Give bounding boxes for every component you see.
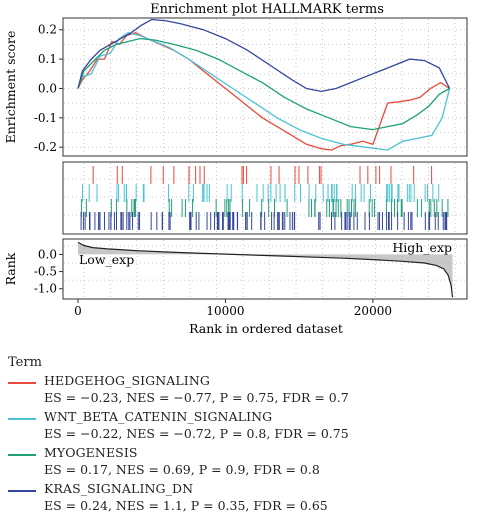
rank-y-ticks: 0.0 -0.5 -1.0 — [34, 247, 63, 296]
x-tick-label: 20000 — [354, 304, 392, 318]
enrichment-panel-frame — [62, 17, 468, 157]
rank-grid — [64, 240, 466, 298]
legend-item-myogenesis: MYOGENESIS ES = 0.17, NES = 0.69, P = 0.… — [8, 445, 470, 481]
x-axis-ticks: 0 10000 20000 — [74, 299, 392, 318]
rank-tick-label: -0.5 — [34, 265, 57, 279]
y-tick-label: 0.0 — [38, 81, 57, 95]
legend-item-kras: KRAS_SIGNALING_DN ES = 0.24, NES = 1.1, … — [8, 481, 470, 517]
legend-key-wnt — [8, 418, 36, 420]
enrichment-grid — [64, 19, 466, 155]
enrichment-y-ticks: 0.2 0.1 0.0 -0.1 -0.2 — [34, 23, 63, 154]
high-exp-annotation: High_exp — [392, 240, 452, 255]
hits-barcode — [80, 166, 449, 230]
y-tick-label: 0.2 — [38, 23, 57, 37]
y-tick-label: -0.1 — [34, 111, 57, 125]
rank-curve — [77, 241, 454, 298]
legend-item-wnt: WNT_BETA_CATENIN_SIGNALING ES = −0.22, N… — [8, 409, 470, 445]
legend-stats-myogenesis: ES = 0.17, NES = 0.69, P = 0.9, FDR = 0.… — [44, 462, 320, 477]
legend-name-kras: KRAS_SIGNALING_DN — [44, 481, 194, 496]
legend-name-hedgehog: HEDGEHOG_SIGNALING — [44, 373, 210, 388]
x-axis-label: Rank in ordered dataset — [189, 321, 343, 336]
y-tick-label: -0.2 — [34, 140, 57, 154]
legend-key-myogenesis — [8, 454, 36, 456]
legend-title: Term — [8, 355, 42, 370]
rank-line — [77, 241, 454, 298]
legend: Term HEDGEHOG_SIGNALING ES = −0.23, NES … — [8, 355, 470, 517]
hits-panel-frame — [62, 161, 468, 235]
low-exp-annotation: Low_exp — [79, 252, 134, 267]
enrichment-y-axis-label: Enrichment score — [3, 31, 18, 144]
legend-name-wnt: WNT_BETA_CATENIN_SIGNALING — [44, 409, 273, 424]
rank-fill — [78, 242, 453, 298]
x-tick-label: 0 — [74, 304, 82, 318]
legend-stats-hedgehog: ES = −0.23, NES = −0.77, P = 0.75, FDR =… — [44, 390, 349, 405]
enrichment-figure: Enrichment plot HALLMARK terms Enrichmen… — [3, 2, 468, 336]
rank-tick-label: 0.0 — [38, 247, 57, 261]
legend-key-kras — [8, 490, 36, 492]
chart-title: Enrichment plot HALLMARK terms — [150, 2, 384, 17]
legend-key-hedgehog — [8, 382, 36, 384]
series-line — [77, 31, 450, 151]
legend-stats-wnt: ES = −0.22, NES = −0.72, P = 0.8, FDR = … — [44, 426, 349, 441]
series-line — [77, 37, 450, 131]
y-tick-label: 0.1 — [38, 52, 57, 66]
legend-stats-kras: ES = 0.24, NES = 1.1, P = 0.35, FDR = 0.… — [44, 498, 328, 513]
series-line — [77, 18, 451, 93]
series-line — [77, 32, 451, 151]
enrichment-lines — [77, 18, 451, 151]
x-tick-label: 10000 — [206, 304, 244, 318]
rank-tick-label: -1.0 — [34, 282, 57, 296]
rank-y-axis-label: Rank — [3, 252, 18, 285]
rank-panel-frame — [62, 238, 468, 300]
legend-name-myogenesis: MYOGENESIS — [44, 445, 138, 460]
legend-item-hedgehog: HEDGEHOG_SIGNALING ES = −0.23, NES = −0.… — [8, 373, 470, 409]
